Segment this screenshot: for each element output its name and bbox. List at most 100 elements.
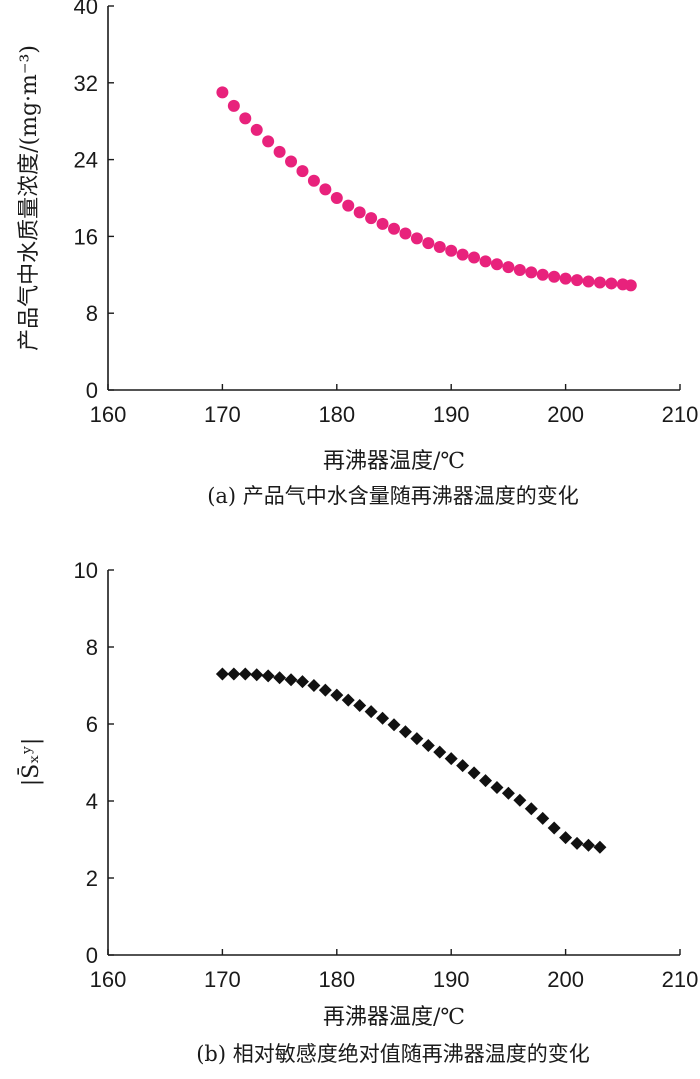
y-tick-label: 16 [74,224,98,249]
chart-panel-b: 0 2 4 6 8 10 160 170 180 190 200 210 |S̄ₓʸ| 再沸器温度/… [17,558,698,1066]
data-point [318,683,332,697]
data-point [250,668,264,682]
x-tick-label: 160 [90,967,127,992]
y-tick-label: 8 [86,635,98,660]
x-axis-ticks: 160 170 180 190 200 210 [90,384,699,427]
data-point [559,272,572,285]
x-tick-label: 170 [204,402,241,427]
x-tick-label: 170 [204,967,241,992]
data-point [273,145,286,158]
data-point [502,261,515,274]
x-tick-label: 200 [547,967,584,992]
data-point [227,667,241,681]
data-point [307,174,320,187]
data-point [387,718,401,732]
data-point [570,836,584,850]
data-point [422,237,435,250]
data-point [239,112,252,125]
data-point [444,752,458,766]
data-point [296,165,309,178]
data-point [330,192,343,204]
data-point [342,199,355,212]
x-tick-label: 200 [547,402,584,427]
data-point [238,667,252,681]
data-series-relative-sensitivity [215,667,607,854]
y-tick-label: 4 [86,789,98,814]
data-point [501,786,515,800]
y-tick-label: 40 [74,0,98,19]
data-series-water-content [216,86,637,292]
data-point [525,266,538,279]
data-point [410,232,423,245]
data-point [513,264,526,276]
chart-caption: (a) 产品气中水含量随再沸器温度的变化 [207,484,579,508]
x-axis-title: 再沸器温度/℃ [323,449,465,474]
data-point [456,248,469,261]
data-point [456,759,470,773]
y-axis-title: |S̄ₓʸ| [17,738,44,787]
data-point [479,774,493,788]
x-tick-label: 180 [318,402,355,427]
data-point [559,831,573,845]
data-point [284,673,298,687]
data-point [467,766,481,780]
data-point [341,693,355,707]
data-point [479,255,492,268]
data-point [353,699,367,713]
data-point [307,679,321,692]
chart-panel-a: 0 8 16 24 32 40 160 170 180 190 200 210 产品气中水质量浓度/… [17,0,698,508]
data-point [468,251,481,264]
x-tick-label: 210 [662,402,699,427]
data-point [582,275,595,288]
y-tick-label: 0 [86,378,98,403]
x-tick-label: 160 [90,402,127,427]
data-point [295,675,309,689]
data-point [215,667,229,681]
data-point [365,212,378,225]
data-point [319,183,332,196]
data-point [445,244,458,257]
x-tick-label: 190 [433,967,470,992]
data-point [624,279,637,292]
data-point [250,123,263,136]
data-point [490,781,504,795]
y-axis-ticks: 0 2 4 6 8 10 [74,558,114,968]
data-point [536,811,550,825]
data-point [376,711,390,725]
y-axis-title: 产品气中水质量浓度/(mg·m⁻³) [17,45,42,351]
data-point [410,732,424,746]
data-point [262,135,275,148]
x-tick-label: 180 [318,967,355,992]
data-point [524,802,538,816]
y-tick-label: 2 [86,866,98,891]
data-point [571,274,584,287]
y-tick-label: 6 [86,712,98,737]
data-point [216,86,229,99]
data-point [376,217,389,230]
data-point [399,227,412,240]
chart-caption: (b) 相对敏感度绝对值随再沸器温度的变化 [196,1042,590,1066]
y-tick-label: 32 [74,71,98,96]
data-point [388,222,400,235]
x-axis-title: 再沸器温度/℃ [323,1005,465,1030]
data-point [593,276,606,289]
data-point [261,669,275,683]
data-point [227,99,240,112]
y-tick-label: 24 [74,148,98,173]
data-point [364,705,378,719]
data-point [593,840,607,854]
x-tick-label: 210 [662,967,699,992]
y-tick-label: 0 [86,943,98,968]
data-point [273,671,287,685]
y-tick-label: 8 [86,301,98,326]
data-point [330,688,344,702]
y-tick-label: 10 [74,558,98,583]
x-axis-ticks: 160 170 180 190 200 210 [90,949,699,992]
data-point [490,258,503,271]
data-point [547,821,561,835]
data-point [285,155,298,168]
data-point [548,270,561,283]
data-point [605,277,618,290]
data-point [536,268,549,281]
